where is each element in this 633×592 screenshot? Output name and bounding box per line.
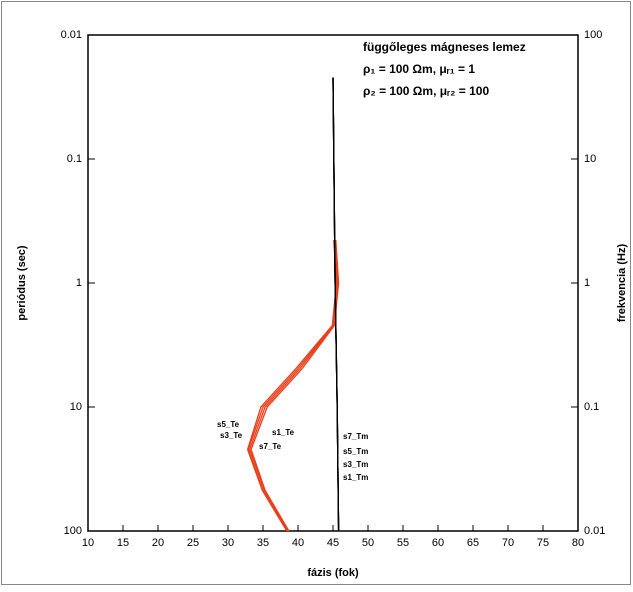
x-tick-label: 60 xyxy=(432,537,444,549)
annotation: ρ₂ = 100 Ωm, μᵣ₂ = 100 xyxy=(363,84,489,98)
series-line xyxy=(246,239,338,532)
y-tick-label: 10 xyxy=(70,401,82,413)
x-tick-label: 20 xyxy=(152,537,164,549)
x-tick-label: 75 xyxy=(537,537,549,549)
annotation: ρ₁ = 100 Ωm, μᵣ₁ = 1 xyxy=(363,62,475,76)
y-tick-label: 100 xyxy=(64,525,82,537)
x-tick-label: 80 xyxy=(572,537,584,549)
y-tick-label: 1 xyxy=(76,277,82,289)
y-tick-label: 0.1 xyxy=(67,153,82,165)
annotation: függőleges mágneses lemez xyxy=(363,40,526,54)
y2-tick-label: 1 xyxy=(584,277,590,289)
y2-tick-label: 100 xyxy=(584,29,602,41)
series-label: s7_Tm xyxy=(343,432,368,441)
x-tick-label: 10 xyxy=(82,537,94,549)
series-label: s3_Te xyxy=(220,431,243,440)
x-tick-label: 55 xyxy=(397,537,409,549)
series-label: s5_Tm xyxy=(343,447,368,456)
x-tick-label: 70 xyxy=(502,537,514,549)
series-line xyxy=(247,239,338,532)
y2-tick-label: 0.01 xyxy=(584,525,605,537)
series-label: s1_Te xyxy=(272,428,295,437)
y2-axis-title: frekvencia (Hz) xyxy=(616,244,628,323)
x-tick-label: 15 xyxy=(117,537,129,549)
series-line xyxy=(250,239,340,532)
series-line xyxy=(249,239,339,532)
series-label: s3_Tm xyxy=(343,460,368,469)
y2-tick-label: 10 xyxy=(584,153,596,165)
y-tick-label: 0.01 xyxy=(61,29,82,41)
series-label: s5_Te xyxy=(217,420,240,429)
x-tick-label: 25 xyxy=(187,537,199,549)
y2-tick-label: 0.1 xyxy=(584,401,599,413)
x-axis-title: fázis (fok) xyxy=(307,567,359,579)
series-label: s1_Tm xyxy=(343,473,368,482)
x-tick-label: 45 xyxy=(327,537,339,549)
x-tick-label: 30 xyxy=(222,537,234,549)
series-label: s7_Te xyxy=(259,442,282,451)
x-tick-label: 35 xyxy=(257,537,269,549)
x-tick-label: 50 xyxy=(362,537,374,549)
y-axis-title: periódus (sec) xyxy=(16,245,28,321)
series-line xyxy=(332,77,340,532)
x-tick-label: 65 xyxy=(467,537,479,549)
x-tick-label: 40 xyxy=(292,537,304,549)
